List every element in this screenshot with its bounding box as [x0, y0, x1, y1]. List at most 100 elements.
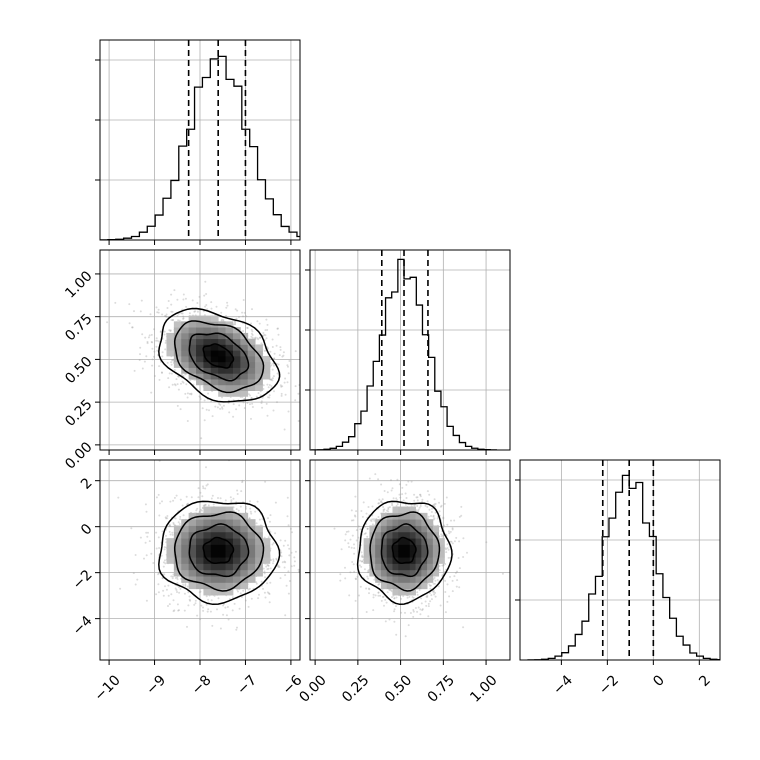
density-cell: [218, 531, 226, 539]
density-cell: [188, 373, 197, 380]
density-cell: [240, 344, 249, 351]
density-cell: [380, 576, 388, 583]
density-cell: [409, 525, 416, 533]
density-cell: [247, 544, 256, 552]
density-cell: [218, 538, 226, 545]
density-cell: [232, 332, 241, 340]
density-cell: [392, 519, 399, 526]
density-cell: [247, 355, 256, 363]
density-cell: [166, 538, 175, 545]
density-cell: [196, 367, 204, 374]
density-cell: [203, 338, 212, 345]
density-cell: [173, 569, 182, 577]
density-cell: [380, 557, 388, 564]
density-cell: [210, 332, 219, 340]
density-cell: [210, 525, 219, 533]
density-cell: [225, 525, 234, 533]
density-cell: [196, 350, 204, 357]
density-cell: [203, 315, 212, 322]
density-cell: [210, 563, 219, 571]
density-cell: [255, 538, 263, 545]
density-cell: [232, 519, 241, 526]
density-cell: [203, 327, 212, 334]
density-cell: [255, 344, 263, 351]
density-cell: [181, 569, 190, 577]
density-cell: [421, 563, 428, 571]
density-cell: [380, 550, 388, 558]
density-cell: [398, 538, 405, 545]
density-cell: [173, 332, 182, 340]
density-cell: [181, 355, 190, 363]
density-cell: [386, 550, 393, 558]
contour-level-2: [173, 320, 265, 394]
density-cell: [398, 544, 405, 552]
density-cell: [255, 367, 263, 374]
x-tick-label: 0.50: [382, 672, 415, 705]
panel-frame: [99, 249, 301, 451]
density-cell: [188, 315, 197, 322]
density-cell: [218, 373, 226, 380]
density-cell: [173, 350, 182, 357]
density-cell: [210, 338, 219, 345]
density-cell: [181, 550, 190, 558]
density-cell: [421, 512, 428, 520]
density-cell: [166, 550, 175, 558]
density-cell: [240, 563, 249, 571]
density-cell: [409, 576, 416, 583]
density-cell: [218, 588, 226, 596]
density-cell: [380, 563, 388, 571]
density-cell: [166, 544, 175, 552]
density-cell: [255, 550, 263, 558]
density-cell: [218, 361, 226, 368]
density-cell: [427, 569, 434, 577]
x-tick-label: 0.75: [425, 672, 458, 705]
density-cell: [369, 525, 376, 533]
density-cell: [404, 506, 411, 514]
histogram-panel-p2: [515, 459, 721, 665]
density-cell: [427, 576, 434, 583]
density-cell: [218, 582, 226, 590]
density-cell: [196, 576, 204, 583]
density-cell: [173, 321, 182, 328]
density-cell: [398, 588, 405, 596]
density-cell: [392, 588, 399, 596]
density-cell: [188, 582, 197, 590]
density-cell: [173, 525, 182, 533]
density-cell: [404, 525, 411, 533]
density-cell: [398, 519, 405, 526]
density-cell: [196, 525, 204, 533]
density-cell: [218, 576, 226, 583]
density-cell: [210, 588, 219, 596]
density-cell: [380, 512, 388, 520]
density-cell: [210, 373, 219, 380]
density-cell: [225, 588, 234, 596]
density-cell: [255, 569, 263, 577]
density-cell: [363, 544, 370, 552]
density-cell: [421, 525, 428, 533]
density-cell: [188, 538, 197, 545]
density-cell: [386, 569, 393, 577]
density-cell: [240, 544, 249, 552]
density-cell: [375, 550, 382, 558]
density-cell: [218, 355, 226, 363]
density-cell: [210, 519, 219, 526]
density-cell: [240, 338, 249, 345]
density-cell: [225, 582, 234, 590]
y-tick-label: −2: [70, 567, 96, 593]
density-cell: [380, 569, 388, 577]
density-cell: [398, 569, 405, 577]
density-cell: [255, 379, 263, 386]
density-cell: [240, 361, 249, 368]
density-cell: [369, 544, 376, 552]
density-cell: [173, 544, 182, 552]
density-cell: [369, 557, 376, 564]
density-cell: [432, 569, 440, 577]
density-cell: [386, 538, 393, 545]
density-cell: [262, 544, 271, 552]
histogram-panel-p0: [95, 39, 301, 245]
density-cell: [225, 519, 234, 526]
density-cell: [203, 569, 212, 577]
density-cell: [232, 361, 241, 368]
density-cell: [262, 361, 271, 368]
density-cell: [432, 550, 440, 558]
